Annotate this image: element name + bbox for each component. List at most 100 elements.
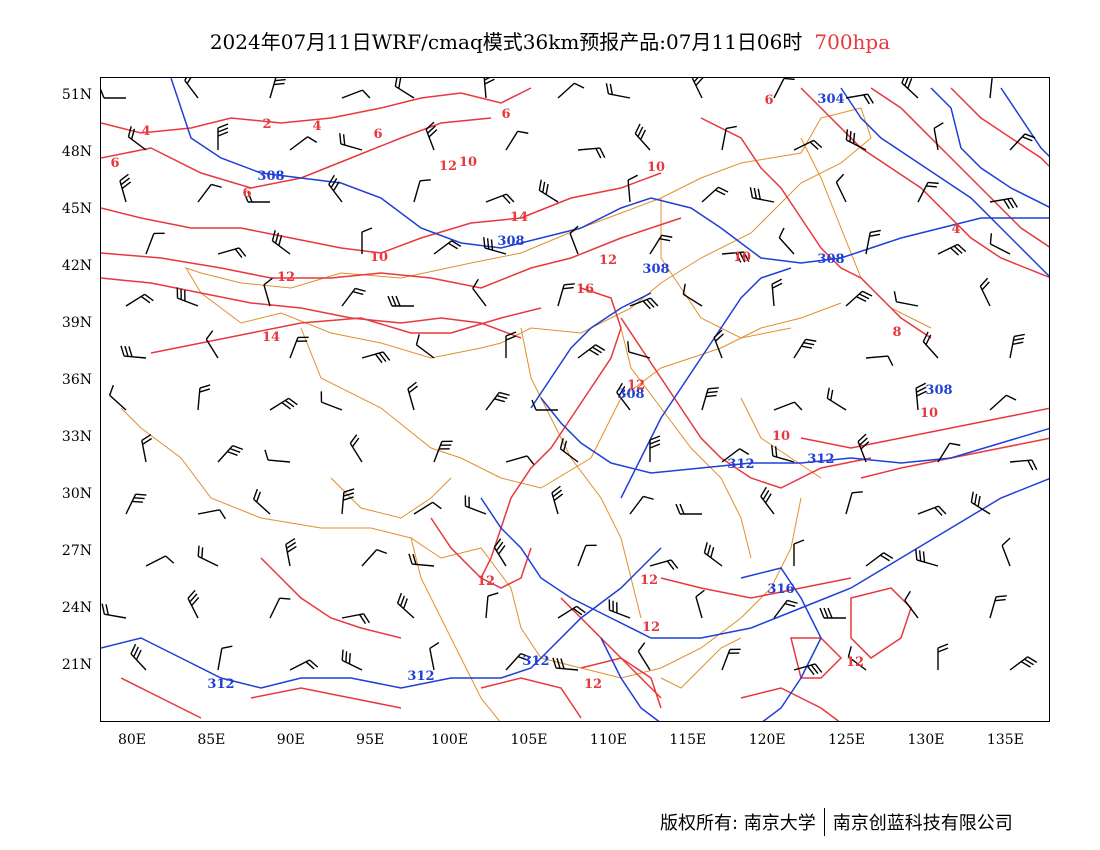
wind-barb-flag (428, 129, 438, 138)
wind-barb (485, 592, 499, 619)
wind-barb-flag (490, 239, 494, 251)
wind-barb-flag (252, 488, 259, 500)
wind-barb-flag (133, 497, 145, 500)
wind-barb-staff (1001, 545, 1011, 567)
wind-barb (771, 445, 795, 463)
wind-barb-flag (140, 295, 151, 304)
wind-barb-flag (949, 442, 961, 446)
wind-barb-flag (715, 189, 726, 196)
wind-barb-flag (588, 348, 599, 356)
lat-tick-label: 36N (61, 372, 92, 388)
temperature-contour-label: 14 (510, 210, 528, 225)
wind-barb-flag (753, 187, 758, 199)
wind-barb-flag (760, 486, 767, 497)
wind-barb-flag (408, 553, 413, 565)
wind-barb (217, 444, 244, 463)
wind-barb-flag (1022, 136, 1033, 142)
wind-barb-flag (439, 448, 450, 450)
wind-barb-flag (608, 599, 611, 611)
temperature-isotherm (800, 407, 1049, 449)
wind-barb-staff (629, 496, 644, 515)
height-contour-label: 308 (642, 262, 669, 277)
height-contour (600, 637, 660, 721)
wind-barb-staff (413, 180, 421, 203)
temperature-isotherm (800, 87, 1049, 279)
wind-barb-flag (642, 300, 651, 310)
wind-barb (637, 642, 651, 671)
wind-barb-staff (848, 656, 867, 671)
wind-barb-flag (925, 334, 932, 345)
wind-barb-staff (341, 89, 363, 99)
temperature-isotherm (700, 117, 932, 339)
wind-barb-flag (904, 590, 911, 601)
wind-barb-flag (918, 550, 922, 562)
temperature-isotherm (950, 87, 1049, 168)
wind-barb (339, 133, 363, 151)
wind-barb-flag (1027, 460, 1034, 471)
wind-barb-flag (713, 329, 723, 338)
wind-barb (922, 331, 939, 359)
wind-barb-flag (922, 331, 929, 342)
wind-barb-staff (483, 78, 487, 99)
wind-barb-staff (429, 648, 435, 671)
wind-barb-flag (427, 125, 436, 134)
wind-barb (793, 539, 805, 566)
wind-barb (721, 125, 737, 151)
wind-barb-flag (419, 179, 431, 182)
wind-barb (793, 139, 823, 151)
wind-barb-flag (205, 330, 214, 340)
temperature-isotherm (660, 577, 852, 599)
wind-barb-staff (197, 184, 212, 203)
wind-barb-flag (706, 390, 718, 394)
wind-barb-flag (938, 505, 947, 515)
wind-barb (675, 503, 702, 515)
wind-barb (551, 485, 564, 515)
wind-barb (396, 592, 415, 619)
wind-barb-staff (269, 597, 281, 619)
temperature-isotherm (740, 687, 840, 721)
wind-barb-flag (345, 651, 348, 663)
temperature-contour-label: 16 (576, 282, 594, 297)
temperature-contour-label: 6 (764, 93, 773, 108)
wind-barb-flag (859, 437, 868, 446)
wind-barb-flag (974, 493, 978, 505)
wind-barb-flag (1027, 656, 1038, 663)
wind-barb-flag (487, 592, 499, 597)
wind-barb-flag (284, 399, 295, 408)
wind-barb-flag (387, 295, 393, 307)
wind-barb (415, 334, 435, 359)
wind-barb-flag (562, 440, 568, 452)
wind-barb-flag (703, 542, 708, 553)
temperature-contour-label: 12 (584, 677, 602, 692)
copyright-footer: 版权所有: 南京大学 南京创蓝科技有限公司 (660, 808, 1013, 836)
wind-barb-flag (165, 555, 175, 564)
wind-barbs (101, 78, 1038, 676)
wind-barb-flag (396, 592, 403, 604)
wind-barb-flag (339, 133, 342, 145)
wind-barb-flag (124, 345, 129, 357)
wind-barb (141, 433, 152, 463)
inner-boundary-3 (660, 198, 792, 339)
wind-barb-flag (826, 387, 830, 399)
wind-barb-flag (695, 78, 704, 86)
wind-barb-flag (572, 607, 583, 616)
temperature-contour-label: 6 (110, 156, 119, 171)
wind-barb-flag (538, 179, 542, 191)
wind-barb-flag (977, 495, 981, 507)
wind-barb (130, 643, 147, 671)
wind-barb (691, 78, 704, 99)
wind-barb-flag (835, 173, 845, 183)
wind-barb-flag (862, 290, 873, 297)
wind-barb (569, 225, 579, 255)
wind-barb-flag (264, 449, 269, 461)
wind-barb (285, 537, 297, 567)
wind-barb-flag (599, 147, 606, 159)
wind-barb-flag (649, 443, 661, 449)
wind-barb-flag (341, 649, 344, 661)
lon-tick-label: 110E (589, 732, 627, 748)
wind-barb (773, 401, 803, 411)
wind-barb-flag (232, 444, 244, 451)
wind-barb-staff (628, 351, 651, 359)
wind-barb-staff (637, 650, 651, 671)
wind-barb-flag (950, 247, 960, 256)
